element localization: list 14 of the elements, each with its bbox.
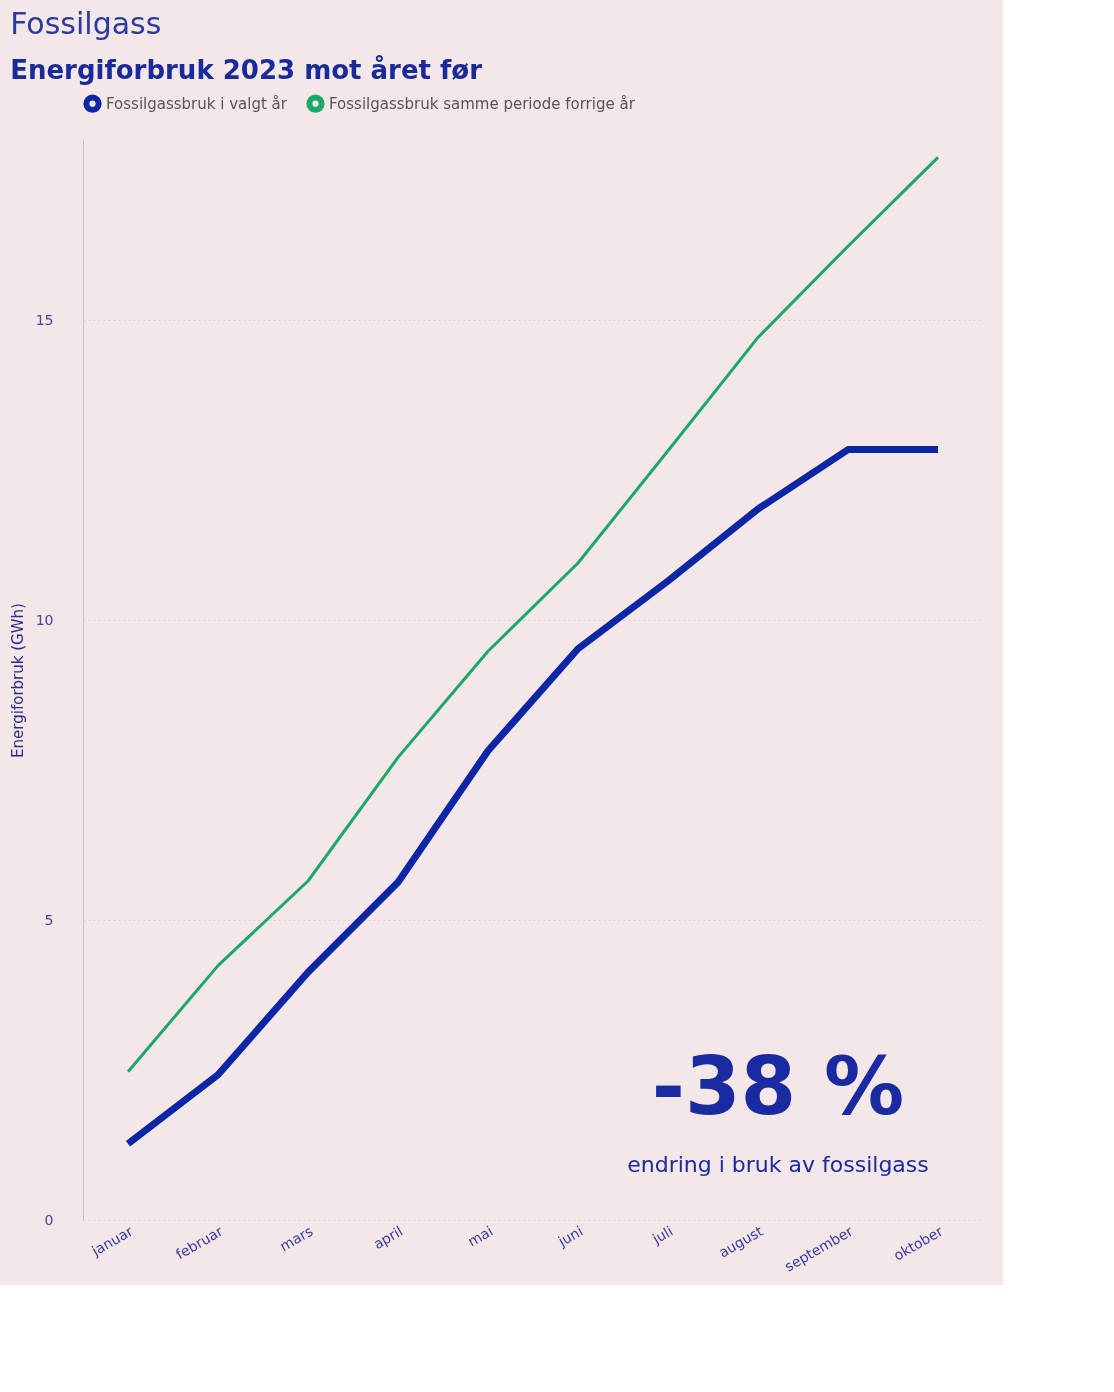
legend-label: Fossilgassbruk i valgt år (106, 94, 288, 113)
legend-label: Fossilgassbruk samme periode forrige år (329, 94, 636, 113)
x-tick-label: mai (464, 1222, 496, 1250)
y-tick-label: 15 (35, 311, 54, 328)
y-tick-label: 10 (35, 611, 54, 628)
chart-subtitle: Energiforbruk 2023 mot året før (10, 54, 483, 85)
annotation: -38 % (651, 1040, 905, 1133)
y-tick-label: 5 (44, 911, 54, 928)
x-tick-label: juli (648, 1222, 676, 1248)
y-tick-label: 0 (44, 1211, 54, 1228)
chart-title: Fossilgass (10, 6, 162, 41)
x-tick-label: mars (276, 1222, 316, 1255)
y-axis-title: Energiforbruk (GWh) (8, 603, 27, 758)
annotation: endring i bruk av fossilgass (627, 1152, 929, 1177)
